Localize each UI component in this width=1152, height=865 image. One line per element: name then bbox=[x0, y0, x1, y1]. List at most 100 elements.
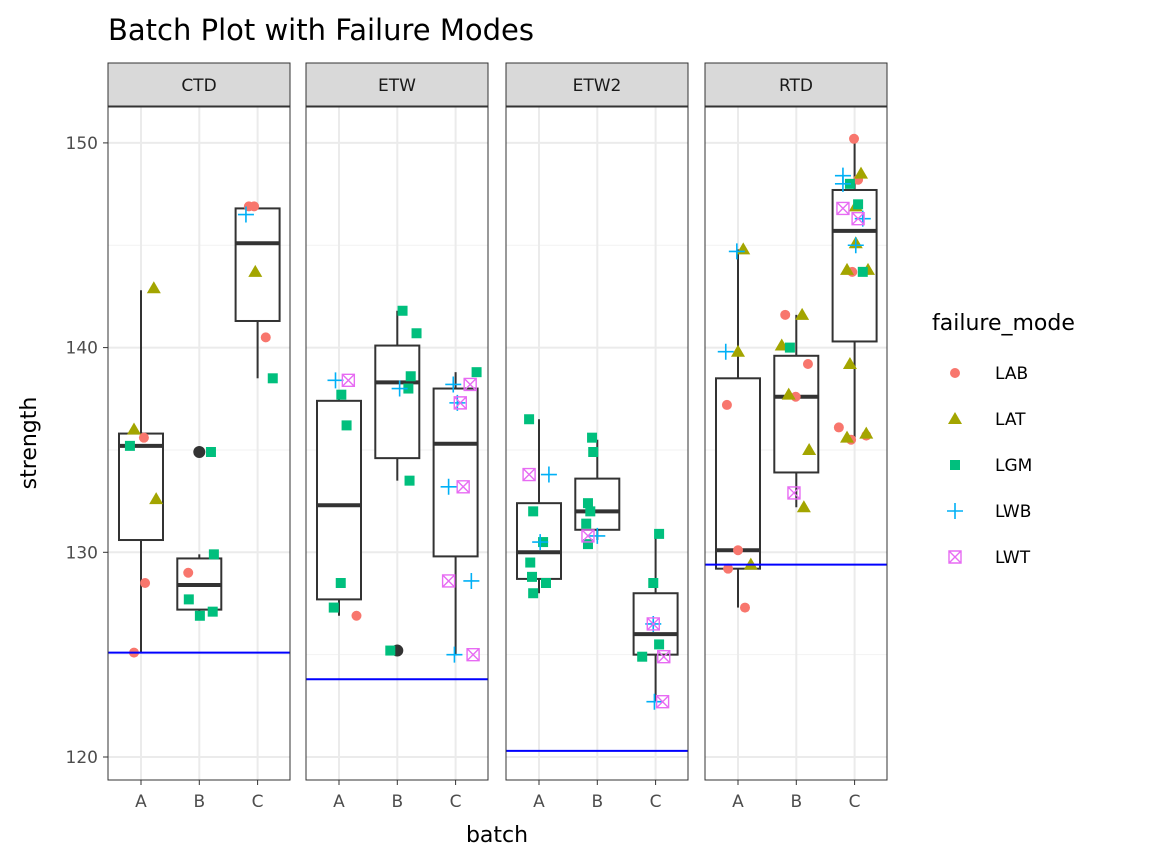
box-iqr bbox=[234, 207, 281, 322]
point-lgm bbox=[581, 518, 592, 529]
point-lgm bbox=[336, 389, 347, 400]
legend-label: LGM bbox=[995, 456, 1032, 476]
point-lgm bbox=[525, 557, 536, 568]
x-tick-label: A bbox=[135, 792, 147, 812]
point-lwt bbox=[851, 211, 865, 226]
x-tick-label: C bbox=[450, 792, 462, 812]
strip-ctd bbox=[107, 62, 291, 107]
y-tick-label: 140 bbox=[66, 339, 98, 359]
point-lwb bbox=[589, 527, 606, 544]
point-lgm bbox=[405, 371, 416, 382]
legend-entry-lat: LAT bbox=[948, 410, 1026, 430]
legend-label: LAT bbox=[995, 410, 1026, 430]
point-lgm bbox=[205, 446, 216, 457]
point-lgm bbox=[582, 498, 593, 509]
point-lab bbox=[849, 133, 860, 144]
point-lgm bbox=[207, 606, 218, 617]
point-lwt bbox=[463, 377, 477, 392]
point-lat bbox=[149, 492, 164, 505]
point-lwt bbox=[456, 480, 470, 494]
point-lgm bbox=[637, 651, 648, 662]
legend-key-square-cross bbox=[948, 550, 962, 564]
legend-key-circle bbox=[950, 368, 960, 378]
point-lab bbox=[833, 422, 844, 433]
strip-etw2 bbox=[505, 62, 689, 107]
box-C bbox=[234, 206, 281, 379]
point-lwb bbox=[463, 572, 480, 589]
point-lgm bbox=[540, 578, 551, 589]
point-lwt bbox=[581, 529, 595, 543]
point-lgm bbox=[524, 414, 535, 425]
point-lwb bbox=[532, 534, 549, 551]
point-lat bbox=[127, 422, 142, 435]
point-lab bbox=[739, 602, 750, 613]
point-lab bbox=[721, 399, 732, 410]
outlier-point bbox=[193, 445, 206, 458]
point-lwt bbox=[466, 647, 480, 662]
point-lab bbox=[802, 358, 813, 369]
panel-etw: ETW A B C bbox=[305, 62, 489, 812]
strip-label: ETW bbox=[378, 76, 416, 96]
point-lwb bbox=[446, 646, 463, 663]
box-A bbox=[715, 249, 761, 608]
point-lwt bbox=[787, 486, 801, 500]
x-tick-label: A bbox=[333, 792, 345, 812]
point-lwb bbox=[391, 380, 408, 397]
x-tick-label: B bbox=[391, 792, 403, 812]
y-tick-label: 150 bbox=[66, 134, 98, 154]
point-lat bbox=[731, 344, 745, 357]
point-lgm bbox=[124, 440, 135, 451]
strip-rtd bbox=[704, 62, 888, 107]
point-lab bbox=[140, 578, 151, 589]
point-lgm bbox=[411, 328, 422, 339]
x-tick-label: A bbox=[533, 792, 545, 812]
x-tick-label: B bbox=[591, 792, 603, 812]
point-lgm bbox=[654, 528, 665, 539]
point-lat bbox=[795, 307, 810, 320]
legend-entry-lwt: LWT bbox=[948, 548, 1031, 568]
point-lat bbox=[854, 166, 869, 179]
point-lgm bbox=[588, 446, 599, 457]
point-lat bbox=[802, 442, 817, 455]
strip-label: RTD bbox=[779, 76, 813, 96]
legend-key-plus bbox=[947, 503, 963, 519]
legend-entry-lgm: LGM bbox=[950, 456, 1032, 476]
x-tick-label: A bbox=[732, 792, 744, 812]
point-lgm bbox=[528, 506, 539, 517]
point-lwt bbox=[453, 396, 467, 410]
point-lab bbox=[183, 567, 194, 578]
point-lgm bbox=[335, 578, 346, 589]
strip-label: ETW2 bbox=[573, 76, 622, 96]
point-lgm bbox=[528, 588, 539, 599]
box-iqr bbox=[773, 354, 820, 474]
x-tick-label: B bbox=[193, 792, 205, 812]
panel-etw2: ETW2 A B C bbox=[505, 62, 689, 812]
point-lgm bbox=[267, 373, 278, 384]
point-lgm bbox=[403, 383, 414, 394]
point-lab bbox=[138, 432, 149, 443]
legend-label: LWB bbox=[995, 502, 1031, 522]
legend-key-triangle bbox=[948, 412, 962, 424]
strip-etw bbox=[305, 62, 489, 107]
strip-label: CTD bbox=[181, 76, 216, 96]
point-lwb bbox=[445, 376, 462, 393]
point-lwb bbox=[728, 243, 745, 260]
x-tick-label: C bbox=[252, 792, 264, 812]
point-lat bbox=[146, 281, 161, 294]
box-A bbox=[118, 290, 164, 653]
y-tick-label: 130 bbox=[66, 543, 98, 563]
point-lgm bbox=[585, 506, 596, 517]
point-lwb bbox=[646, 693, 663, 710]
legend-key-square bbox=[950, 460, 960, 470]
point-lwt bbox=[441, 574, 456, 588]
point-lgm bbox=[582, 539, 593, 550]
box-B bbox=[374, 310, 421, 657]
point-lgm bbox=[328, 602, 339, 613]
point-lwt bbox=[657, 649, 671, 664]
point-lgm bbox=[648, 578, 659, 589]
point-lat bbox=[859, 426, 874, 439]
point-lgm bbox=[471, 367, 482, 378]
point-lgm bbox=[784, 342, 795, 353]
point-lat bbox=[796, 500, 811, 513]
point-lat bbox=[842, 356, 857, 369]
